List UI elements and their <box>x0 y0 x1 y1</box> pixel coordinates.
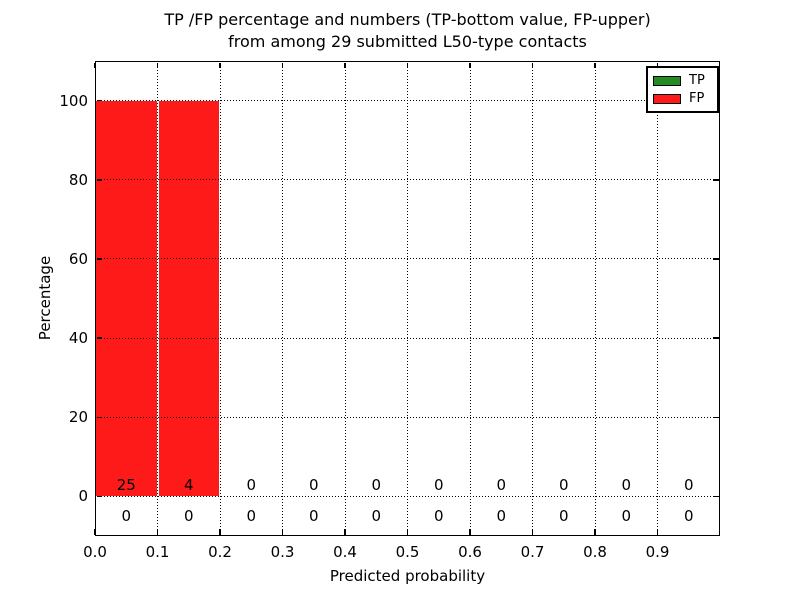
gridline-vertical <box>469 61 471 536</box>
x-tick-mark <box>344 529 346 535</box>
legend: TP FP <box>646 66 719 113</box>
gridline-vertical <box>282 61 283 536</box>
gridline-vertical <box>157 61 158 536</box>
x-tick-mark-top <box>219 62 221 68</box>
x-tick-mark <box>531 529 534 535</box>
fp-count-label: 0 <box>308 475 319 494</box>
tp-count-label: 0 <box>621 507 632 526</box>
tp-count-label: 0 <box>558 507 569 526</box>
fp-count-label: 0 <box>246 475 257 494</box>
y-tick-mark <box>96 337 102 339</box>
y-tick-mark <box>96 179 102 181</box>
y-tick-label: 40 <box>68 329 88 348</box>
fp-count-label: 0 <box>496 475 507 494</box>
y-tick-label: 60 <box>68 249 88 268</box>
x-tick-mark-top <box>94 62 96 68</box>
legend-item-fp: FP <box>653 92 717 105</box>
y-tick-mark-right <box>713 337 719 339</box>
y-tick-mark-right <box>713 258 719 260</box>
y-tick-mark-right <box>713 416 719 418</box>
tp-count-label: 0 <box>246 507 257 526</box>
chart-title-line2: from among 29 submitted L50-type contact… <box>228 32 587 51</box>
fp-bar <box>96 100 157 497</box>
gridline-vertical <box>407 61 408 536</box>
x-tick-label: 0.4 <box>333 543 357 561</box>
fp-bar <box>158 100 219 497</box>
x-tick-mark <box>94 529 96 535</box>
fp-count-label: 0 <box>621 475 632 494</box>
gridline-horizontal <box>95 179 720 181</box>
x-tick-label: 0.2 <box>208 543 232 561</box>
x-tick-mark <box>656 529 659 535</box>
y-tick-mark-right <box>713 495 719 498</box>
x-tick-mark <box>469 529 471 535</box>
x-tick-label: 0.8 <box>583 543 607 561</box>
y-tick-label: 20 <box>68 408 88 427</box>
gridline-horizontal <box>95 258 720 260</box>
tp-legend-label: TP <box>689 73 705 88</box>
tp-count-label: 0 <box>308 507 319 526</box>
x-tick-label: 0.9 <box>645 543 670 561</box>
x-tick-mark <box>594 529 596 535</box>
x-tick-mark <box>281 529 284 535</box>
gridline-horizontal <box>95 100 720 102</box>
legend-item-tp: TP <box>653 74 717 87</box>
gridline-vertical <box>219 61 221 536</box>
fp-count-label: 25 <box>116 475 136 494</box>
y-tick-mark <box>96 416 102 418</box>
x-axis-label: Predicted probability <box>329 567 486 585</box>
x-tick-mark-top <box>531 62 534 68</box>
gridline-vertical <box>594 61 596 536</box>
fp-legend-label: FP <box>689 91 705 106</box>
y-tick-mark <box>96 99 102 102</box>
x-tick-label: 0.3 <box>270 543 295 561</box>
tp-count-label: 0 <box>371 507 382 526</box>
x-tick-mark <box>156 529 159 535</box>
gridline-horizontal <box>95 416 720 418</box>
tp-count-label: 0 <box>683 507 694 526</box>
y-tick-mark-right <box>713 179 719 181</box>
gridline-vertical <box>532 61 533 536</box>
y-tick-label: 0 <box>78 487 88 506</box>
x-tick-label: 0.1 <box>145 543 170 561</box>
x-tick-mark <box>219 529 221 535</box>
tp-color-swatch <box>653 75 681 86</box>
x-tick-label: 0.5 <box>395 543 420 561</box>
x-tick-mark-top <box>406 62 409 68</box>
x-tick-label: 0.6 <box>458 543 482 561</box>
x-tick-mark-top <box>281 62 284 68</box>
x-tick-mark-top <box>656 62 659 68</box>
gridline-vertical <box>657 61 658 536</box>
y-tick-label: 80 <box>68 170 88 189</box>
y-axis-label: Percentage <box>36 255 54 341</box>
tp-count-label: 0 <box>121 507 132 526</box>
fp-color-swatch <box>653 93 681 104</box>
tp-count-label: 0 <box>433 507 444 526</box>
chart-title-line1: TP /FP percentage and numbers (TP-bottom… <box>164 10 651 29</box>
tp-count-label: 0 <box>496 507 507 526</box>
fp-count-label: 0 <box>433 475 444 494</box>
x-tick-label: 0.7 <box>520 543 545 561</box>
plot-area <box>95 61 720 536</box>
chart-title: TP /FP percentage and numbers (TP-bottom… <box>95 9 720 53</box>
gridline-vertical <box>344 61 346 536</box>
x-tick-mark <box>406 529 409 535</box>
fp-count-label: 0 <box>683 475 694 494</box>
tp-count-label: 0 <box>183 507 194 526</box>
y-tick-label: 100 <box>59 91 88 110</box>
x-tick-mark-top <box>156 62 159 68</box>
y-tick-mark <box>96 258 102 260</box>
gridline-horizontal <box>95 337 720 339</box>
gridline-horizontal <box>95 495 720 497</box>
x-tick-mark-top <box>594 62 596 68</box>
fp-count-label: 0 <box>371 475 382 494</box>
fp-count-label: 4 <box>183 475 194 494</box>
x-tick-mark-top <box>344 62 346 68</box>
x-tick-label: 0.0 <box>83 543 107 561</box>
fp-count-label: 0 <box>558 475 569 494</box>
x-tick-mark-top <box>469 62 471 68</box>
y-tick-mark <box>96 495 102 498</box>
